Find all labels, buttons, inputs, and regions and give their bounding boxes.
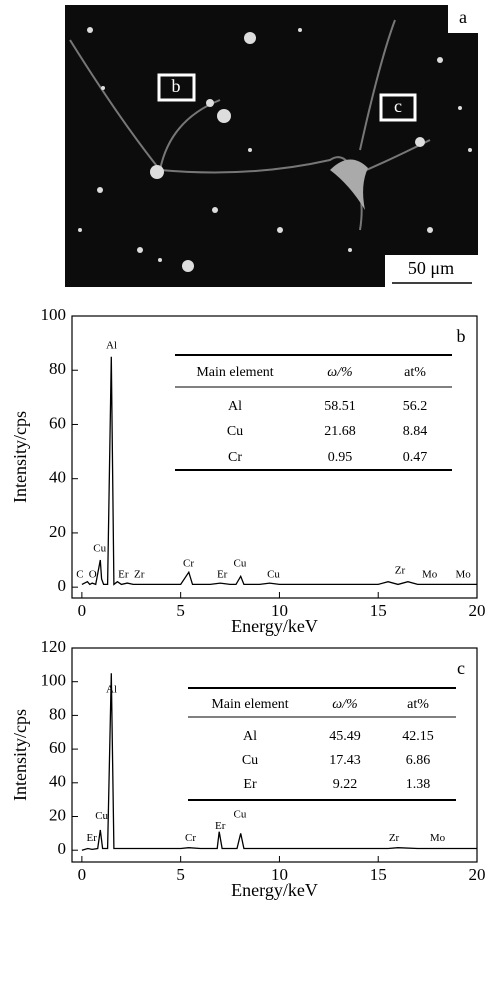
peak-label: O	[89, 568, 97, 580]
peak-label: Cr	[183, 558, 194, 570]
peak-label: Cu	[234, 808, 247, 820]
table-cell: Al	[228, 399, 242, 414]
marker-box	[379, 93, 417, 122]
marker-box	[157, 73, 196, 102]
y-tick-label: 80	[49, 704, 66, 723]
filaments	[69, 19, 431, 231]
peak-label: Al	[106, 684, 117, 696]
panel-label: c	[457, 658, 465, 678]
x-tick-label: 15	[370, 601, 387, 620]
x-tick-label: 10	[271, 601, 288, 620]
x-tick-label: 20	[469, 601, 486, 620]
y-tick-label: 0	[58, 576, 67, 595]
table-header: at%	[407, 697, 429, 712]
peak-label: Cu	[267, 568, 280, 580]
panel-label: b	[457, 326, 466, 346]
spectrum	[81, 673, 477, 851]
y-tick-label: 40	[49, 772, 66, 791]
x-tick-label: 10	[271, 865, 288, 884]
table-cell: 21.68	[324, 424, 356, 439]
x-tick-label: 0	[78, 601, 87, 620]
sem-image: a b c 50 μm	[65, 5, 478, 287]
x-tick-label: 20	[469, 865, 486, 884]
phase	[330, 159, 368, 210]
marker-label: b	[172, 76, 181, 96]
peak-label: Mo	[456, 568, 472, 580]
x-tick-label: 15	[370, 865, 387, 884]
x-axis-title: Energy/keV	[231, 880, 318, 900]
table-header: ω/%	[327, 365, 352, 380]
table-cell: Cu	[242, 753, 258, 768]
y-tick-label: 0	[58, 839, 67, 858]
table-cell: 9.22	[333, 777, 358, 792]
scale-box	[385, 255, 478, 287]
table-cell: Cr	[228, 450, 242, 465]
table-cell: 42.15	[402, 729, 434, 744]
peak-label: Al	[106, 339, 117, 351]
peak-label: Er	[118, 568, 129, 580]
y-axis-title: Intensity/cps	[10, 411, 30, 503]
x-tick-label: 0	[78, 865, 87, 884]
table-header: at%	[404, 365, 426, 380]
table-cell: 6.86	[406, 753, 431, 768]
plot-frame	[71, 647, 478, 863]
peak-label: Zr	[389, 832, 400, 844]
peak-label: Cu	[95, 810, 108, 822]
peak-label: Er	[215, 820, 226, 832]
peak-label: Er	[87, 832, 98, 844]
peak-label: Mo	[422, 568, 438, 580]
peak-label: Er	[217, 568, 228, 580]
y-tick-label: 60	[49, 738, 66, 757]
peak-label: Cu	[234, 558, 247, 570]
table-cell: 45.49	[329, 729, 361, 744]
table-header: Main element	[211, 697, 288, 712]
x-axis-title: Energy/keV	[231, 616, 318, 636]
peak-label: Zr	[395, 564, 406, 576]
y-tick-label: 60	[49, 413, 66, 432]
peak-label: Cr	[185, 832, 196, 844]
y-axis-title: Intensity/cps	[10, 709, 30, 801]
table-cell: 0.47	[403, 450, 428, 465]
y-tick-label: 120	[41, 637, 67, 656]
y-tick-label: 20	[49, 522, 66, 541]
marker-label: c	[394, 96, 402, 116]
y-tick-label: 20	[49, 805, 66, 824]
table-cell: Cu	[227, 424, 243, 439]
peak-label: C	[76, 568, 83, 580]
spectrum	[81, 356, 477, 586]
table-cell: 56.2	[403, 399, 428, 414]
peak-label: Cu	[93, 543, 106, 555]
table-cell: 8.84	[403, 424, 428, 439]
y-tick-label: 40	[49, 468, 66, 487]
micrograph	[65, 5, 478, 287]
peak-label: Mo	[430, 832, 446, 844]
table-cell: 17.43	[329, 753, 361, 768]
scale-bar-label: 50 μm	[408, 258, 454, 278]
table-cell: 1.38	[406, 777, 431, 792]
table-header: ω/%	[332, 697, 357, 712]
y-tick-label: 100	[41, 671, 67, 690]
panel-label: a	[459, 7, 467, 27]
plot-frame	[71, 315, 478, 599]
table-header: Main element	[196, 365, 273, 380]
table-cell: Er	[243, 777, 257, 792]
table-cell: 0.95	[328, 450, 353, 465]
x-tick-label: 5	[176, 601, 185, 620]
particles	[78, 27, 472, 272]
y-tick-label: 80	[49, 359, 66, 378]
y-tick-label: 100	[41, 305, 67, 324]
table-cell: Al	[243, 729, 257, 744]
label-box	[448, 5, 478, 33]
peak-label: Zr	[134, 568, 145, 580]
x-tick-label: 5	[176, 865, 185, 884]
table-cell: 58.51	[324, 399, 356, 414]
